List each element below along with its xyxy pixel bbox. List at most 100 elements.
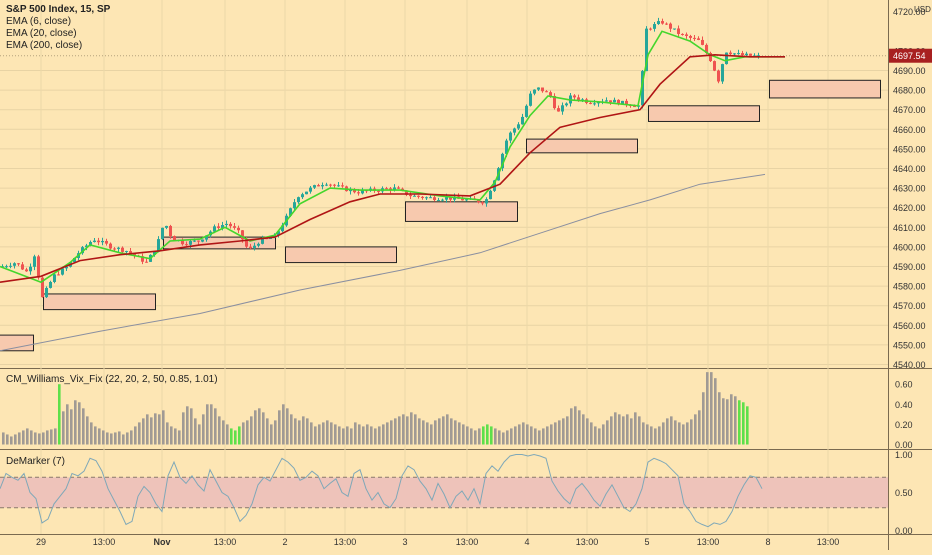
vix-bar — [658, 426, 661, 445]
candle-body — [29, 266, 32, 272]
candle-body — [225, 223, 228, 226]
vix-bar — [618, 414, 621, 445]
vix-bar — [150, 417, 153, 445]
candle-body — [717, 70, 720, 82]
vix-bar — [62, 411, 65, 445]
candle-body — [85, 245, 88, 248]
vix-bar — [398, 416, 401, 445]
vix-bar — [230, 428, 233, 445]
vix-bar — [654, 428, 657, 445]
candle-body — [689, 35, 692, 38]
vix-bar — [74, 400, 77, 445]
candle-body — [745, 53, 748, 56]
candle-body — [649, 28, 652, 30]
vix-bar — [610, 416, 613, 445]
ema200-line — [0, 173, 766, 352]
candle-body — [281, 225, 284, 232]
vix-bar — [742, 402, 745, 445]
time-tick-label: 2 — [282, 537, 287, 547]
vix-bar — [718, 392, 721, 445]
vix-bar — [342, 428, 345, 445]
vix-bar — [542, 428, 545, 445]
price-tick-label: 4720.00 — [893, 7, 926, 17]
price-tick-label: 4620.00 — [893, 203, 926, 213]
vix-bar — [402, 414, 405, 445]
time-tick-label: 5 — [644, 537, 649, 547]
candle-body — [161, 227, 164, 240]
vix-bar — [322, 422, 325, 445]
candle-body — [633, 106, 636, 108]
candle-body — [437, 200, 440, 202]
vix-bar — [94, 426, 97, 445]
vix-bar — [242, 422, 245, 445]
candle-body — [57, 274, 60, 276]
candle-body — [701, 39, 704, 45]
vix-bar — [666, 418, 669, 445]
vix-bar — [590, 422, 593, 445]
currency-label: USD — [914, 5, 931, 14]
vix-bar — [414, 414, 417, 445]
candle-body — [105, 240, 108, 244]
candle-body — [129, 251, 132, 254]
candle-body — [37, 256, 40, 278]
candle-body — [577, 97, 580, 100]
candle-body — [609, 100, 612, 103]
vix-bar — [530, 426, 533, 445]
vix-bar — [346, 426, 349, 445]
vix-bar — [378, 426, 381, 445]
candle-body — [261, 238, 264, 244]
vix-bar — [126, 432, 129, 445]
vix-bar — [430, 424, 433, 445]
candle-body — [61, 268, 64, 275]
candle-body — [389, 188, 392, 190]
candle-body — [41, 277, 44, 298]
vix-bar — [534, 428, 537, 445]
vix-bar — [386, 422, 389, 445]
vix-bar — [470, 428, 473, 445]
vix-bar — [146, 414, 149, 445]
candle-body — [401, 188, 404, 191]
candle-body — [477, 199, 480, 203]
candle-body — [677, 28, 680, 34]
vix-bar — [262, 412, 265, 445]
candle-body — [705, 44, 708, 53]
candle-body — [193, 240, 196, 242]
symbol-title: S&P 500 Index, 15, SP — [6, 4, 111, 15]
candle-body — [505, 140, 508, 154]
candle-body — [201, 239, 204, 242]
candle-body — [661, 21, 664, 24]
candle-body — [521, 116, 524, 125]
vix-bar — [598, 428, 601, 445]
vix-bar — [102, 430, 105, 445]
vix-bar — [170, 426, 173, 445]
candle-body — [241, 230, 244, 240]
vix-bar — [418, 418, 421, 445]
vix-bar — [2, 432, 5, 445]
candle-body — [417, 195, 420, 197]
vix-bar — [362, 426, 365, 445]
vix-bar — [510, 428, 513, 445]
demarker-tick-label: 1.00 — [895, 450, 913, 460]
candle-body — [501, 153, 504, 169]
candle-body — [541, 87, 544, 92]
vix-bar — [646, 424, 649, 445]
candle-body — [257, 243, 260, 246]
vix-bar — [466, 426, 469, 445]
vix-bar — [234, 430, 237, 445]
candle-body — [529, 93, 532, 106]
candle-body — [125, 251, 128, 253]
vix-bar — [274, 420, 277, 445]
vix-bar — [202, 414, 205, 445]
support-zones — [0, 79, 881, 352]
candles — [1, 17, 760, 298]
candle-body — [669, 23, 672, 29]
support-zone — [43, 293, 156, 311]
last-price-value: 4697.54 — [893, 51, 926, 61]
time-tick-label: Nov — [153, 537, 170, 547]
vix-bar — [454, 420, 457, 445]
candle-body — [309, 187, 312, 192]
candle-body — [97, 240, 100, 243]
price-tick-label: 4640.00 — [893, 164, 926, 174]
vix-bar — [746, 406, 749, 445]
